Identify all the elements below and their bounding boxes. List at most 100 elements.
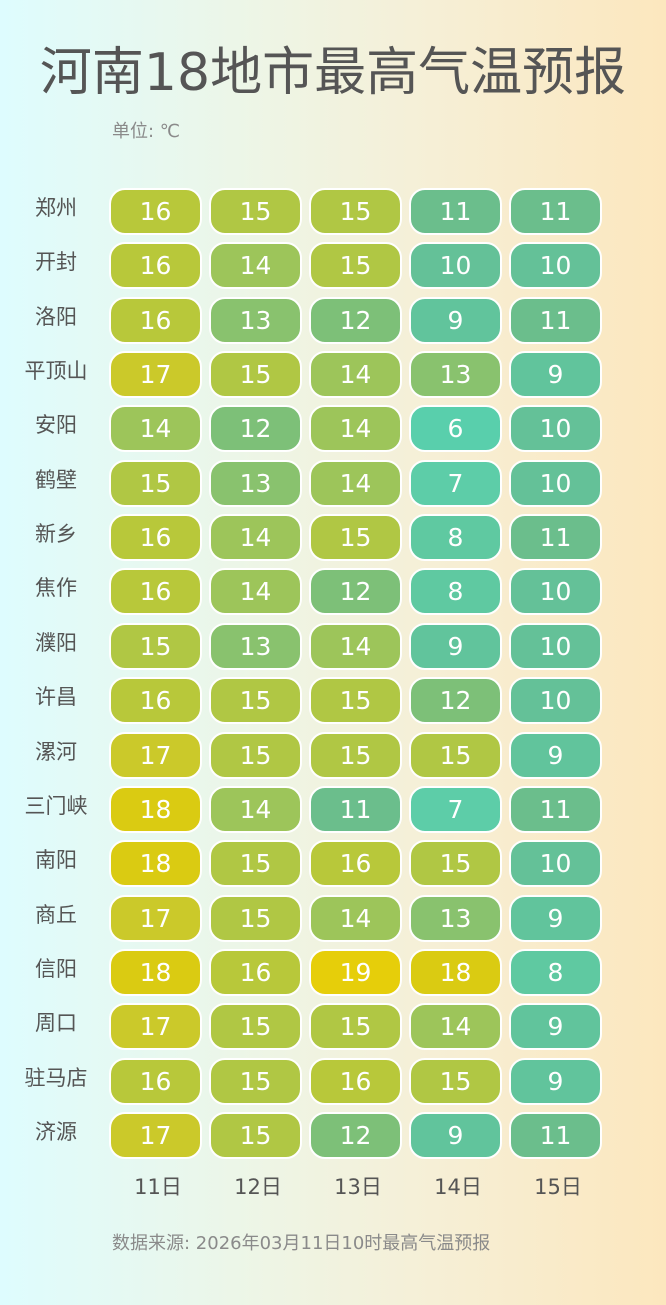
- temperature-cell: 10: [509, 622, 602, 670]
- temperature-cell: 15: [209, 1003, 302, 1051]
- temperature-cell: 16: [109, 514, 202, 562]
- temperature-cell: 9: [509, 894, 602, 942]
- heatmap-row: 商丘 17 15 14 13 9: [0, 894, 666, 947]
- heatmap-row: 南阳 18 15 16 15 10: [0, 840, 666, 892]
- unit-label: 单位: ℃: [112, 121, 181, 142]
- temperature-cell: 16: [309, 1057, 402, 1105]
- temperature-cell: 12: [209, 405, 302, 453]
- temperature-cell: 15: [309, 1003, 402, 1051]
- temperature-cell: 15: [309, 188, 402, 235]
- temperature-cell: 11: [509, 1111, 602, 1159]
- temperature-cell: 11: [409, 188, 502, 235]
- data-source-label: 数据来源: 2026年03月11日10时最高气温预报: [112, 1233, 491, 1254]
- heatmap-row: 濮阳 15 13 14 9 10: [0, 622, 666, 675]
- temperature-cell: 15: [109, 459, 202, 507]
- city-label: 周口: [35, 1011, 77, 1036]
- temperature-cell: 15: [209, 188, 302, 235]
- temperature-cell: 14: [309, 459, 402, 507]
- date-label: 12日: [234, 1175, 282, 1199]
- x-axis-labels: 11日 12日 13日 14日 15日: [0, 1172, 666, 1202]
- temperature-cell: 15: [109, 622, 202, 670]
- city-label: 濮阳: [35, 630, 77, 655]
- temperature-cell: 14: [309, 405, 402, 453]
- city-label: 三门峡: [24, 793, 88, 818]
- temperature-cell: 14: [209, 242, 302, 290]
- temperature-cell: 16: [109, 1057, 202, 1105]
- temperature-cell: 10: [509, 405, 602, 453]
- temperature-cell: 15: [209, 840, 302, 888]
- heatmap-row: 漯河 17 15 15 15 9: [0, 731, 666, 784]
- temperature-cell: 7: [409, 785, 502, 833]
- temperature-cell: 16: [309, 840, 402, 888]
- temperature-cell: 13: [409, 894, 502, 942]
- date-label: 15日: [534, 1175, 582, 1199]
- date-label: 14日: [434, 1175, 482, 1199]
- temperature-cell: 12: [309, 568, 402, 616]
- temperature-cell: 18: [109, 840, 202, 888]
- heatmap-row: 洛阳 16 13 12 9 11: [0, 296, 666, 349]
- temperature-cell: 9: [409, 622, 502, 670]
- temperature-cell: 10: [509, 459, 602, 507]
- city-label: 郑州: [35, 196, 77, 220]
- heatmap-row: 新乡 16 14 15 8 11: [0, 514, 666, 566]
- temperature-cell: 16: [109, 568, 202, 616]
- temperature-cell: 7: [409, 459, 502, 507]
- temperature-cell: 13: [209, 296, 302, 344]
- city-label: 许昌: [35, 685, 77, 710]
- temperature-cell: 15: [409, 1057, 502, 1105]
- temperature-cell: 15: [309, 242, 402, 290]
- temperature-cell: 11: [509, 514, 602, 562]
- city-label: 南阳: [35, 848, 77, 873]
- heatmap-row: 周口 17 15 15 14 9: [0, 1003, 666, 1055]
- temperature-cell: 15: [209, 351, 302, 399]
- city-label: 安阳: [35, 413, 77, 438]
- temperature-cell: 8: [409, 568, 502, 616]
- temperature-cell: 15: [209, 731, 302, 779]
- temperature-cell: 6: [409, 405, 502, 453]
- temperature-cell: 9: [409, 296, 502, 344]
- heatmap-row: 驻马店 16 15 16 15 9: [0, 1057, 666, 1110]
- heatmap-row: 郑州 16 15 15 11 11: [0, 188, 666, 240]
- city-label: 商丘: [35, 902, 77, 927]
- temperature-cell: 19: [309, 948, 402, 996]
- temperature-cell: 15: [209, 894, 302, 942]
- temperature-cell: 18: [409, 948, 502, 996]
- temperature-cell: 14: [309, 622, 402, 670]
- temperature-cell: 15: [309, 677, 402, 725]
- temperature-cell: 15: [209, 1111, 302, 1159]
- heatmap-row: 开封 16 14 15 10 10: [0, 242, 666, 294]
- chart-title: 河南18地市最高气温预报: [39, 43, 627, 103]
- temperature-cell: 11: [309, 785, 402, 833]
- temperature-cell: 15: [209, 677, 302, 725]
- temperature-cell: 9: [509, 351, 602, 399]
- city-label: 鹤壁: [35, 467, 77, 492]
- temperature-cell: 16: [209, 948, 302, 996]
- temperature-cell: 15: [309, 514, 402, 562]
- temperature-cell: 18: [109, 785, 202, 833]
- temperature-cell: 16: [109, 296, 202, 344]
- temperature-cell: 10: [509, 677, 602, 725]
- heatmap-row: 信阳 18 16 19 18 8: [0, 948, 666, 1001]
- heatmap-row: 平顶山 17 15 14 13 9: [0, 351, 666, 403]
- city-label: 焦作: [35, 576, 77, 601]
- temperature-cell: 11: [509, 188, 602, 235]
- heatmap-row: 三门峡 18 14 11 7 11: [0, 785, 666, 838]
- temperature-cell: 9: [509, 1057, 602, 1105]
- temperature-cell: 8: [509, 948, 602, 996]
- temperature-cell: 17: [109, 731, 202, 779]
- temperature-cell: 8: [409, 514, 502, 562]
- city-label: 洛阳: [35, 304, 77, 329]
- city-label: 驻马店: [24, 1065, 88, 1090]
- temperature-cell: 11: [509, 785, 602, 833]
- temperature-cell: 12: [309, 296, 402, 344]
- temperature-cell: 14: [409, 1003, 502, 1051]
- temperature-cell: 9: [409, 1111, 502, 1159]
- temperature-cell: 9: [509, 731, 602, 779]
- date-label: 11日: [134, 1175, 182, 1199]
- temperature-cell: 14: [309, 351, 402, 399]
- temperature-cell: 17: [109, 1111, 202, 1159]
- temperature-cell: 11: [509, 296, 602, 344]
- temperature-cell: 10: [509, 840, 602, 888]
- heatmap-row: 鹤壁 15 13 14 7 10: [0, 459, 666, 512]
- temperature-cell: 15: [409, 731, 502, 779]
